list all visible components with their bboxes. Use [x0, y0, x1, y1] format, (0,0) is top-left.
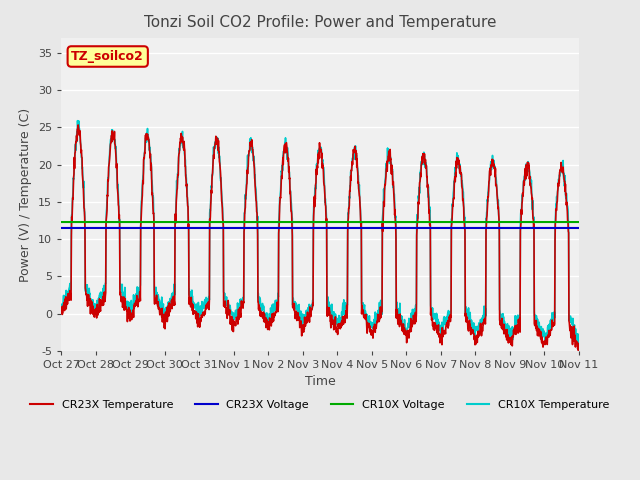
Legend: CR23X Temperature, CR23X Voltage, CR10X Voltage, CR10X Temperature: CR23X Temperature, CR23X Voltage, CR10X …	[26, 395, 614, 414]
Title: Tonzi Soil CO2 Profile: Power and Temperature: Tonzi Soil CO2 Profile: Power and Temper…	[144, 15, 496, 30]
Y-axis label: Power (V) / Temperature (C): Power (V) / Temperature (C)	[19, 108, 32, 282]
Text: TZ_soilco2: TZ_soilco2	[72, 50, 144, 63]
X-axis label: Time: Time	[305, 375, 335, 388]
